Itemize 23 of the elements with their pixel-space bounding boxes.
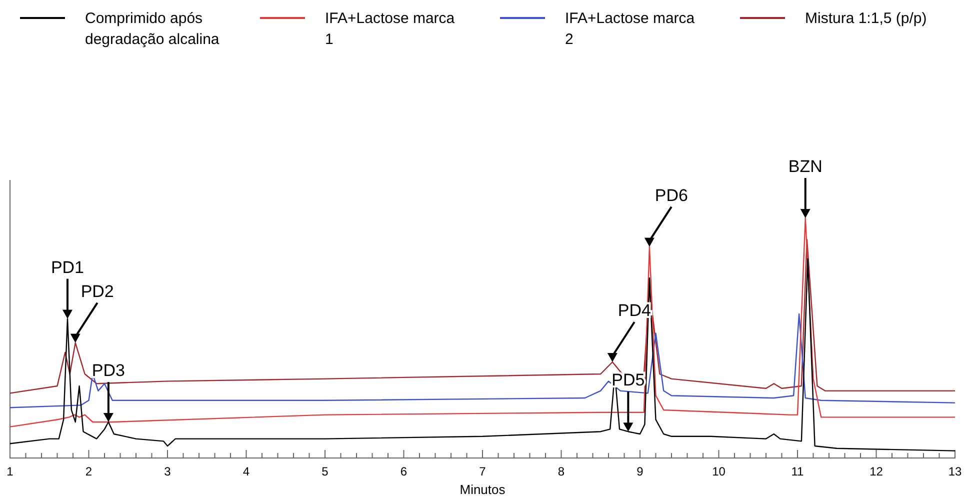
x-tick-label: 1 — [6, 464, 14, 478]
x-tick-label: 2 — [85, 464, 92, 478]
legend-label: IFA+Lactose marca 2 — [565, 10, 696, 48]
annotation: PD3 — [92, 361, 125, 380]
x-tick-label: 13 — [948, 464, 962, 478]
x-axis-title: Minutos — [460, 482, 506, 497]
x-tick-label: 4 — [242, 464, 250, 478]
x-tick-label: 10 — [712, 464, 726, 478]
x-tick-label: 11 — [791, 464, 804, 478]
x-tick-label: 7 — [479, 464, 486, 478]
legend-label: IFA+Lactose marca 1 — [325, 10, 456, 48]
x-tick-label: 8 — [558, 464, 565, 478]
annotation: BZN — [788, 157, 822, 176]
x-tick-label: 5 — [322, 464, 329, 478]
x-tick-label: 6 — [400, 464, 408, 478]
annotation: PD6 — [654, 186, 688, 205]
x-tick-label: 3 — [164, 464, 172, 478]
x-tick-label: 9 — [636, 464, 644, 478]
annotation: PD1 — [50, 258, 84, 277]
x-tick-label: 12 — [870, 464, 884, 478]
legend-label: Mistura 1:1,5 (p/p) — [805, 10, 927, 27]
annotation: PD2 — [80, 282, 114, 301]
legend-label: Comprimido após degradação alcalina — [85, 10, 220, 48]
